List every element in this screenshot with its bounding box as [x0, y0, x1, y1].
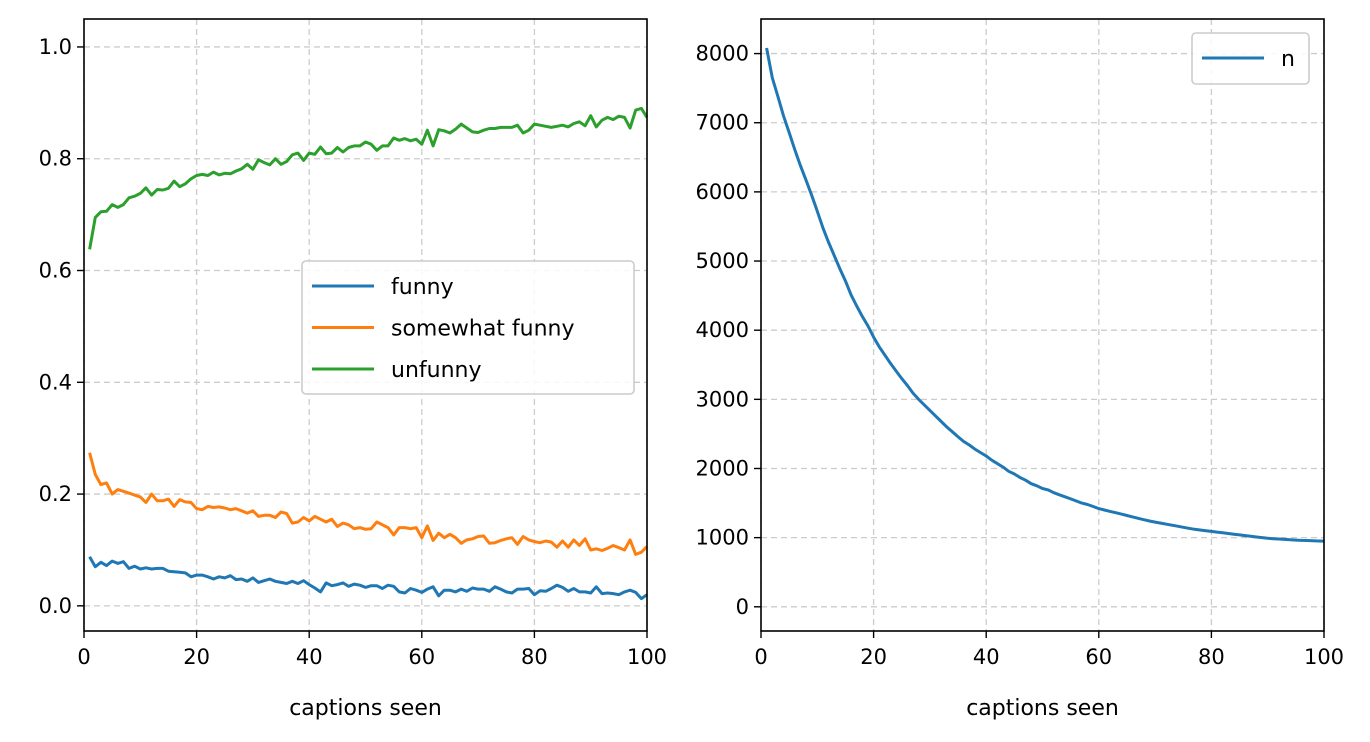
legend-frame	[301, 260, 635, 395]
legend: funny somewhat funny unfunny	[301, 260, 635, 395]
y-tick-label: 4000	[696, 318, 749, 342]
y-tick-label: 0.6	[39, 259, 72, 283]
x-tick-label: 0	[754, 645, 767, 669]
y-tick-label: 1.0	[39, 35, 72, 59]
y-tick-label: 0.4	[39, 370, 72, 394]
x-tick-label: 80	[521, 645, 548, 669]
y-tick-label: 2000	[696, 456, 749, 480]
legend-label: unfunny	[391, 358, 481, 383]
y-tick-label: 7000	[696, 111, 749, 135]
x-axis-label: captions seen	[289, 696, 442, 721]
y-tick-label: 0.8	[39, 147, 72, 171]
legend-label: n	[1281, 47, 1295, 72]
x-tick-label: 0	[77, 645, 90, 669]
x-tick-label: 20	[183, 645, 210, 669]
x-axis-label: captions seen	[966, 696, 1119, 721]
legend-label: somewhat funny	[391, 317, 575, 342]
series-line-somewhat-funny	[88, 452, 649, 556]
y-tick-label: 6000	[696, 180, 749, 204]
y-tick-label: 0.0	[39, 594, 72, 618]
series-line-n	[765, 47, 1325, 543]
x-tick-label: 20	[860, 645, 887, 669]
chart-panel-2: 0 20 40 60 80 1000100020003000400050006000700…	[696, 18, 1344, 721]
series-line-unfunny	[88, 106, 649, 250]
plot-frame	[760, 18, 1325, 632]
y-tick-label: 0.2	[39, 482, 72, 506]
y-tick-label: 5000	[696, 249, 749, 273]
y-tick-label: 0	[736, 595, 749, 619]
y-tick-label: 1000	[696, 526, 749, 550]
series-line-funny	[88, 555, 648, 601]
plot-frame	[83, 18, 648, 632]
x-tick-label: 60	[408, 645, 435, 669]
x-tick-label: 100	[1304, 645, 1344, 669]
legend-label: funny	[391, 275, 454, 300]
y-tick-label: 8000	[696, 42, 749, 66]
x-tick-label: 80	[1198, 645, 1225, 669]
x-tick-label: 100	[627, 645, 667, 669]
y-tick-label: 3000	[696, 387, 749, 411]
legend: n	[1191, 32, 1310, 85]
chart-panel-1: 0 20 40 60 80 100 0.0 0.2 0.4 0.6 0.8 1.0 captions s…	[39, 18, 667, 721]
x-tick-label: 60	[1085, 645, 1112, 669]
x-tick-label: 40	[296, 645, 323, 669]
x-tick-label: 40	[973, 645, 1000, 669]
